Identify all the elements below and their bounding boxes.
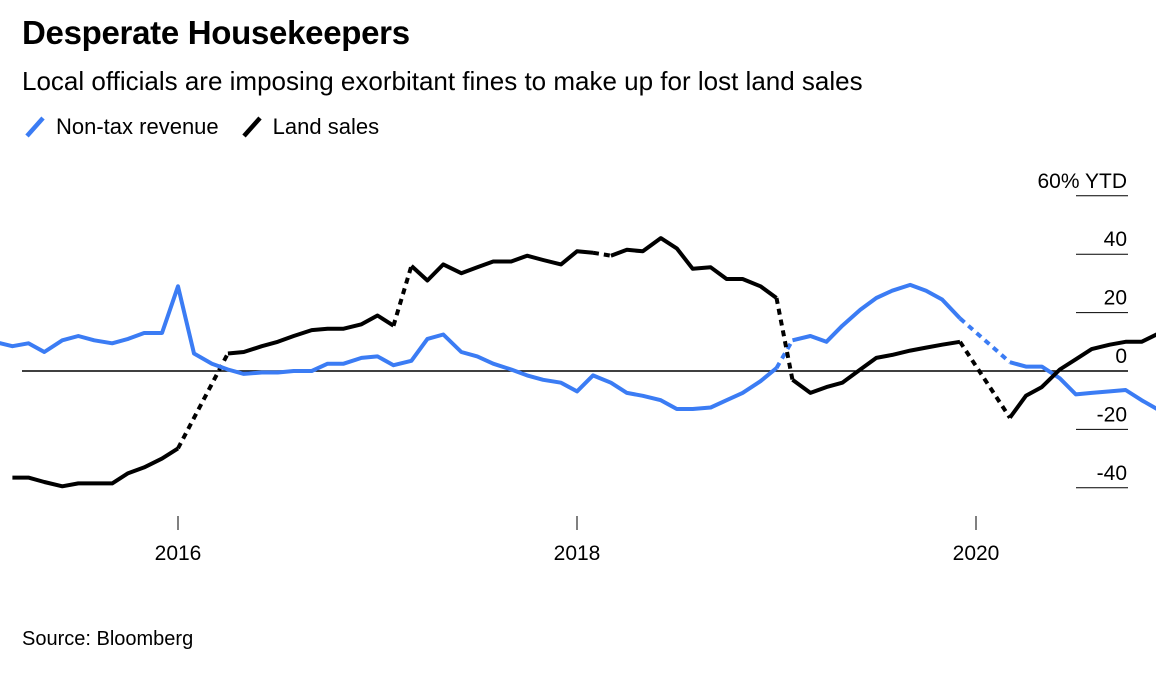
y-tick-label: -40 (1097, 462, 1127, 485)
legend-swatch-non-tax-revenue (25, 116, 45, 138)
y-tick-label: 60% YTD (1038, 170, 1128, 193)
series-line-land-sales (410, 249, 594, 283)
series-connector-non-tax-revenue (774, 339, 795, 370)
y-tick-label: 40 (1104, 228, 1127, 251)
legend-item-non-tax-revenue: Non-tax revenue (22, 114, 219, 140)
series-line-land-sales (227, 313, 395, 356)
legend-item-land-sales: Land sales (239, 114, 379, 140)
legend-swatch-land-sales (241, 116, 262, 138)
series-line-land-sales (12, 446, 180, 489)
chart-title: Desperate Housekeepers (22, 14, 410, 51)
series-connector-land-sales (391, 265, 414, 327)
series-gap-connectors (176, 250, 1012, 450)
series-connector-land-sales (176, 352, 230, 450)
chart-legend: Non-tax revenue Land sales (22, 114, 399, 140)
legend-label-land-sales: Land sales (272, 114, 380, 139)
series-line-non-tax-revenue (1009, 360, 1156, 411)
series-line-non-tax-revenue (0, 284, 778, 411)
y-tick-label: 20 (1104, 287, 1127, 310)
series-connector-land-sales (774, 297, 795, 381)
series-line-non-tax-revenue (792, 282, 962, 344)
source-note: Source: Bloomberg (22, 628, 194, 650)
x-tick-label: 2018 (554, 542, 601, 565)
y-tick-label: 0 (1115, 345, 1127, 368)
series-connector-land-sales (958, 340, 1012, 419)
legend-label-non-tax-revenue: Non-tax revenue (56, 114, 219, 139)
chart-subtitle: Local officials are imposing exorbitant … (22, 66, 863, 96)
series-line-land-sales (1008, 332, 1156, 419)
series-line-land-sales (791, 339, 961, 395)
x-tick-label: 2016 (155, 542, 202, 565)
series-line-land-sales (610, 236, 778, 300)
series-connector-non-tax-revenue (958, 316, 1012, 364)
series-connector-land-sales (592, 250, 612, 258)
series-lines (0, 236, 1156, 489)
x-tick-label: 2020 (953, 542, 1000, 565)
y-tick-label: -20 (1097, 403, 1127, 426)
